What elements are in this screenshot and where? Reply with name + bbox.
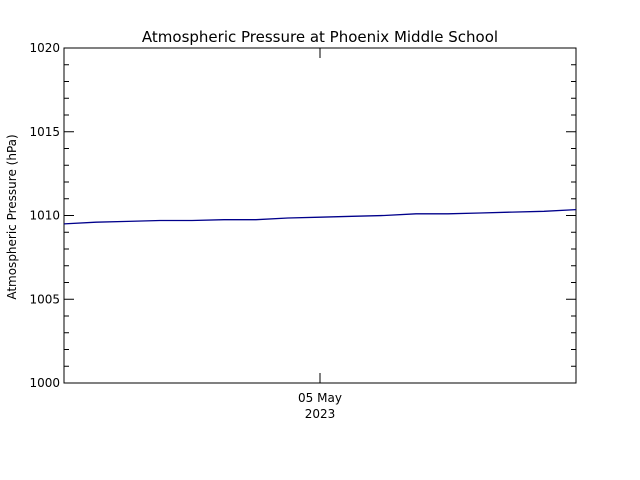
plot-frame [63,47,577,384]
axes [63,47,577,384]
series [63,208,577,225]
x-tick-label-date: 05 May [298,391,342,405]
y-tick-label: 1020 [29,41,60,55]
y-tick-label: 1015 [29,125,60,139]
x-tick-label-year: 2023 [305,407,336,421]
y-axis-label-text: Atmospheric Pressure (hPa) [5,134,19,299]
chart-title: Atmospheric Pressure at Phoenix Middle S… [142,28,498,46]
y-tick-label: 1005 [29,292,60,306]
y-axis-label: Atmospheric Pressure (hPa) [5,134,19,299]
y-tick-label: 1000 [29,376,60,390]
pressure-series-line [63,208,577,225]
y-tick-label: 1010 [29,209,60,223]
y-tick-labels: 1000 1005 1010 1015 1020 [29,41,60,390]
